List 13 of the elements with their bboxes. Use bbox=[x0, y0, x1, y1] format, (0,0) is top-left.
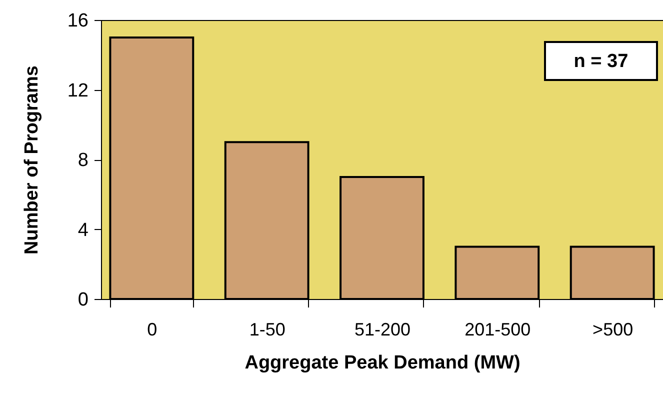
x-tick-label: 51-200 bbox=[354, 320, 411, 340]
x-tick-label: >500 bbox=[592, 320, 634, 340]
x-tick-label: 201-500 bbox=[464, 320, 531, 340]
y-axis-title: Number of Programs bbox=[21, 66, 42, 254]
x-tick-label: 0 bbox=[147, 320, 158, 340]
y-tick-label: 12 bbox=[67, 80, 88, 102]
y-tick-label: 0 bbox=[78, 290, 88, 310]
x-axis-title: Aggregate Peak Demand (MW) bbox=[244, 352, 520, 374]
y-tick-label: 8 bbox=[78, 150, 88, 171]
annotation: n = 37 bbox=[574, 51, 628, 72]
x-tick-label: 1-50 bbox=[249, 320, 286, 340]
y-tick-label: 4 bbox=[78, 220, 89, 241]
y-tick-label: 16 bbox=[67, 10, 88, 32]
